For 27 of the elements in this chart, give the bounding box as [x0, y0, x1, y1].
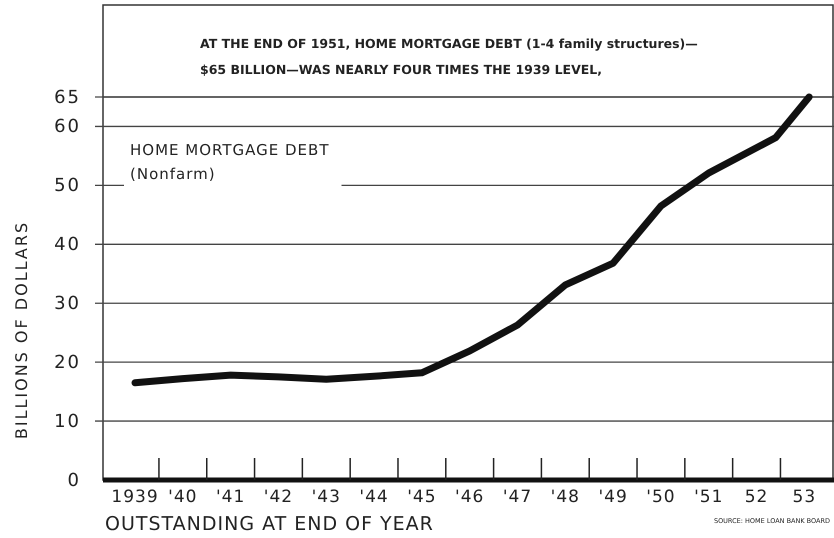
x-tick-label: '51	[694, 487, 724, 508]
y-tick-label: 0	[68, 470, 81, 491]
y-axis-title: BILLIONS OF DOLLARS	[12, 220, 31, 440]
y-tick-label: 20	[54, 352, 81, 373]
x-tick-label: '42	[264, 487, 294, 508]
chart-title: AT THE END OF 1951, HOME MORTGAGE DEBT (1-4 family structures)—$65 BILLION—WAS NEARLY FOUR TIMES THE 1939 LEVEL,	[200, 36, 698, 77]
text: HOME MORTGAGE DEBT (Nonfarm)	[130, 141, 330, 183]
y-tick-label: 40	[54, 234, 81, 256]
y-tick-label: 50	[54, 175, 81, 196]
x-tick-label: '46	[455, 487, 484, 508]
y-tick-label: 60	[54, 116, 81, 138]
x-tick-label: '47	[502, 487, 532, 508]
x-tick-label: 53	[792, 487, 816, 508]
x-tick-label: 1939	[111, 487, 159, 508]
y-tick-label: 10	[54, 410, 81, 432]
x-tick-label: '49	[598, 487, 628, 508]
x-tick-label: '41	[216, 487, 246, 508]
x-axis-title: OUTSTANDING AT END OF YEAR	[105, 513, 434, 535]
y-tick-label: 65	[54, 86, 81, 108]
x-tick-label: '43	[312, 487, 341, 508]
x-tick-label: '48	[550, 487, 580, 508]
x-tick-label: '40	[168, 487, 198, 508]
y-tick-label: 30	[54, 292, 81, 314]
x-tick-label: '44	[359, 487, 389, 508]
x-tick-label: '50	[646, 487, 676, 508]
x-tick-label: '45	[407, 487, 437, 508]
x-tick-label: 52	[744, 487, 768, 508]
